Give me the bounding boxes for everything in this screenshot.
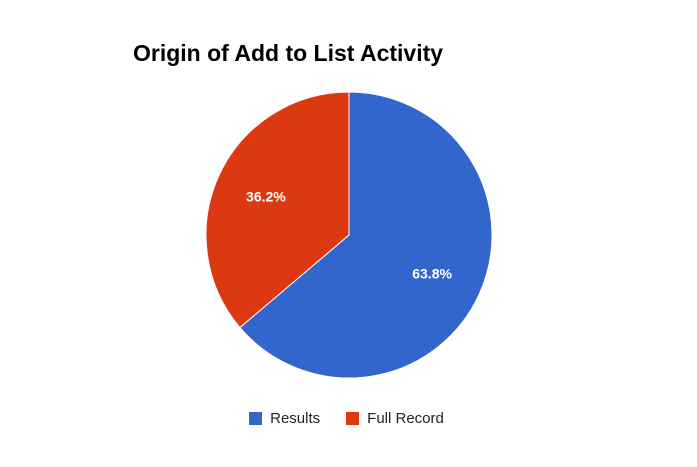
legend-item-full-record[interactable]: Full Record <box>346 410 444 427</box>
chart-title: Origin of Add to List Activity <box>133 40 444 66</box>
pie-slice-labels: 63.8% 36.2% <box>246 189 452 282</box>
legend-label-full-record: Full Record <box>367 410 444 427</box>
legend: Results Full Record <box>0 410 695 427</box>
legend-label-results: Results <box>270 410 321 427</box>
pie-slices <box>205 91 493 379</box>
legend-swatch-full-record <box>346 412 360 425</box>
legend-item-results[interactable]: Results <box>249 410 320 427</box>
pie-slice-results[interactable] <box>239 91 493 379</box>
slice-label-results: 63.8% <box>412 265 452 281</box>
slice-label-full-record: 36.2% <box>246 189 286 205</box>
pie-slice-full-record[interactable] <box>205 91 350 329</box>
legend-swatch-results <box>249 412 263 425</box>
